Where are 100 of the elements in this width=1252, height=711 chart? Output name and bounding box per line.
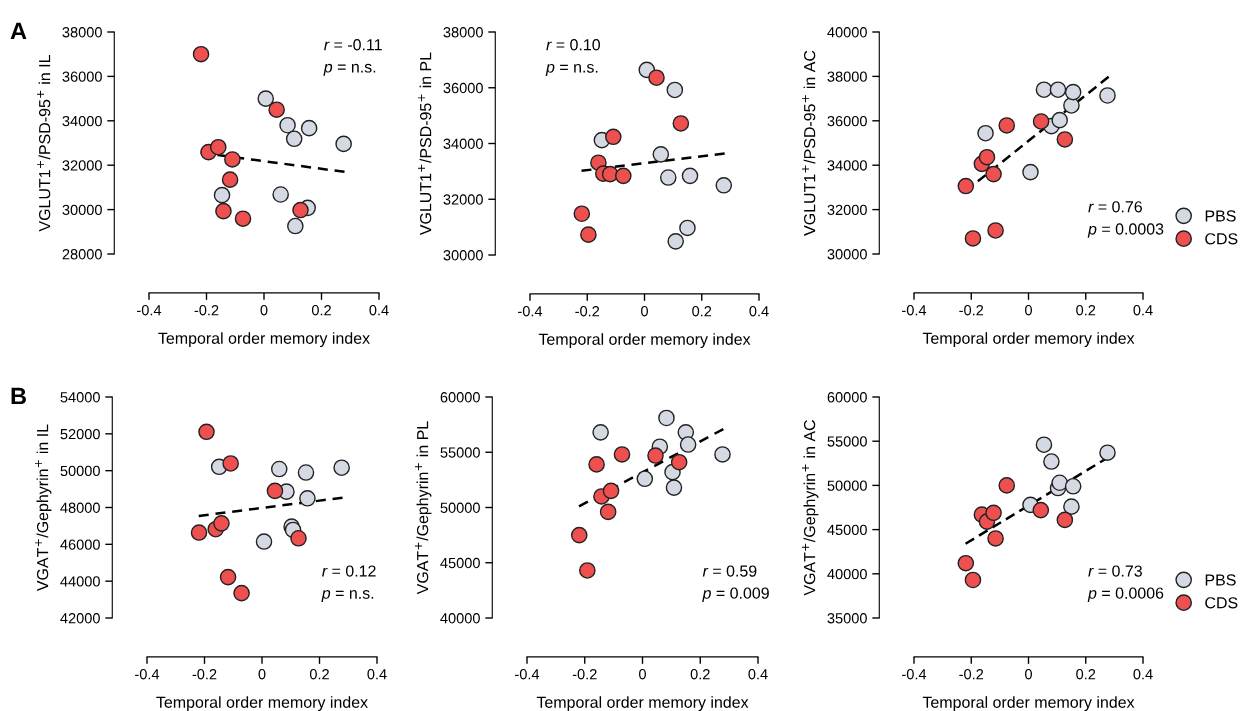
y-tick-label: 30000 (62, 204, 102, 216)
point (1049, 81, 1067, 99)
y-tick-label: 32000 (443, 194, 483, 205)
annotation: p = n.s. (321, 590, 374, 602)
x-tick-label: 0 (258, 669, 266, 680)
annotation: p = n.s. (545, 63, 598, 76)
point (579, 562, 596, 579)
x-tick-label: -0.2 (192, 669, 217, 680)
x-tick-label: -0.4 (515, 669, 540, 680)
point (659, 169, 677, 186)
legend-label: CDS (1205, 233, 1238, 245)
point (234, 210, 252, 228)
point (1056, 131, 1074, 148)
y-tick-label: 40000 (440, 613, 480, 624)
x-axis-title: Temporal order memory index (922, 696, 1135, 711)
point (1035, 81, 1053, 99)
point (213, 515, 230, 532)
point (592, 424, 609, 441)
x-axis-title: Temporal order memory index (922, 332, 1135, 348)
point (221, 171, 239, 188)
point (198, 423, 215, 441)
point (1099, 444, 1116, 461)
y-tick-label: 30000 (443, 250, 483, 261)
point (978, 148, 996, 166)
y-tick-label: 40000 (827, 568, 867, 580)
point (964, 230, 982, 247)
y-tick-label: 50000 (827, 480, 867, 491)
x-axis-title: Temporal order memory index (156, 696, 368, 711)
y-tick-label: 28000 (62, 249, 102, 260)
point (580, 226, 597, 243)
point (636, 470, 654, 488)
point (222, 455, 239, 472)
y-tick-label: 36000 (443, 82, 483, 94)
y-tick-label: 46000 (60, 539, 100, 550)
x-tick-label: 0.4 (1133, 305, 1153, 316)
point (588, 456, 605, 473)
point (665, 479, 683, 496)
y-axis-title: VGLUT1$^{+}$/PSD-95$^{+}$ in AC (802, 50, 816, 236)
annotation: r = 0.76 (1088, 201, 1142, 213)
y-axis-title: VGLUT1$^{+}$/PSD-95$^{+}$ in IL (37, 55, 51, 232)
point (266, 482, 284, 500)
x-tick-label: -0.2 (959, 669, 984, 680)
point (599, 503, 617, 521)
point (987, 222, 1004, 239)
point (570, 526, 588, 544)
y-tick-label: 40000 (827, 27, 867, 38)
point (233, 584, 250, 602)
point (190, 524, 208, 541)
point (648, 69, 665, 87)
x-tick-label: -0.2 (194, 305, 219, 316)
point (998, 477, 1016, 494)
x-tick-label: 0 (260, 305, 268, 316)
y-tick-label: 50000 (60, 465, 100, 477)
y-tick-label: 34000 (443, 138, 483, 149)
y-tick-label: 38000 (62, 27, 102, 38)
x-axis-title: Temporal order memory index (158, 332, 370, 348)
y-tick-label: 30000 (827, 249, 867, 260)
point (255, 533, 273, 550)
x-tick-label: 0.4 (748, 669, 768, 680)
point (652, 146, 670, 163)
point (573, 205, 591, 223)
point (1051, 111, 1069, 129)
x-tick-label: 0.2 (1076, 305, 1096, 316)
point (681, 167, 699, 185)
point (1051, 474, 1069, 492)
x-tick-label: 0 (639, 669, 646, 680)
point (268, 101, 285, 119)
point (300, 119, 318, 137)
point (287, 217, 304, 235)
x-tick-label: -0.4 (902, 669, 927, 680)
annotation: p = n.s. (323, 63, 376, 76)
y-axis-title: VGAT$^{+}$/Gephyrin$^{+}$ in PL (414, 421, 432, 595)
y-tick-label: 60000 (440, 392, 480, 403)
x-tick-label: 0.2 (1076, 669, 1096, 680)
y-tick-label: 52000 (60, 428, 100, 440)
y-tick-label: 44000 (60, 576, 100, 587)
point (279, 116, 296, 134)
point (219, 568, 237, 586)
x-tick-label: 0.2 (311, 305, 331, 316)
point (666, 81, 684, 99)
y-axis-title: VGAT$^{+}$/Gephyrin$^{+}$ in AC (801, 420, 819, 596)
annotation: p = 0.0003 (1087, 223, 1164, 238)
point (615, 167, 632, 185)
x-axis-title: Temporal order memory index (536, 696, 749, 711)
x-tick-label: 0 (1025, 669, 1032, 680)
y-tick-label: 35000 (827, 613, 867, 624)
point (670, 453, 688, 471)
annotation: r = 0.59 (702, 565, 757, 577)
y-axis-title: VGLUT1$^{+}$/PSD-95$^{+}$ in PL (418, 52, 432, 236)
annotation: r = 0.12 (322, 565, 376, 577)
y-tick-label: 36000 (62, 71, 102, 82)
point (1035, 436, 1053, 454)
point (957, 177, 975, 195)
point (1032, 113, 1050, 130)
point (209, 138, 227, 156)
x-tick-label: -0.2 (572, 669, 597, 680)
point (964, 571, 982, 589)
y-tick-label: 54000 (60, 392, 100, 403)
point (679, 219, 696, 237)
chart-title: B (11, 387, 26, 405)
